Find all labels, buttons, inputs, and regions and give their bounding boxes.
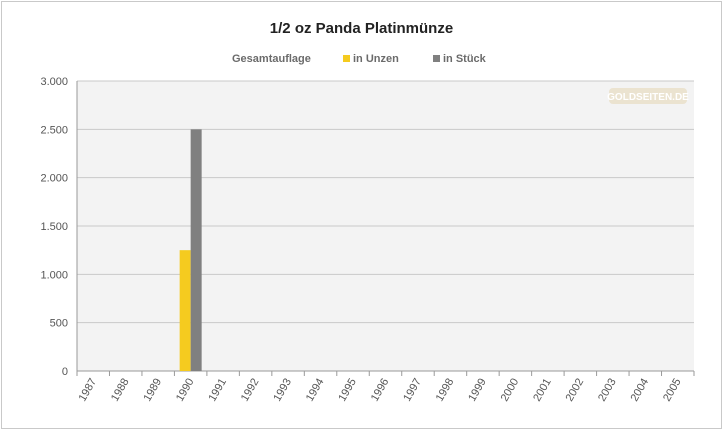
- x-tick-label: 2002: [564, 376, 587, 403]
- legend-swatch-unzen: [343, 54, 350, 62]
- legend-label-stueck: in Stück: [443, 53, 486, 65]
- legend-label-unzen: in Unzen: [353, 53, 399, 65]
- x-tick-label: 1987: [77, 376, 100, 403]
- x-tick-label: 1990: [174, 376, 197, 403]
- legend-swatch-stueck: [433, 54, 440, 62]
- x-tick-label: 2000: [499, 376, 522, 403]
- x-tick-label: 1988: [109, 376, 132, 403]
- bar-stueck-1990: [190, 129, 202, 371]
- x-tick-label: 1992: [239, 376, 262, 403]
- watermark-text: GOLDSEITEN.DE: [607, 92, 689, 103]
- x-tick-label: 1991: [206, 376, 229, 403]
- x-tick-label: 1989: [141, 376, 164, 403]
- x-tick-label: 1995: [336, 376, 359, 403]
- y-tick-label: 1.000: [40, 269, 68, 281]
- y-tick-label: 0: [62, 366, 68, 378]
- y-tick-label: 1.500: [40, 221, 68, 233]
- x-tick-label: 2005: [661, 376, 684, 403]
- x-tick-label: 2001: [531, 376, 554, 403]
- legend: Gesamtauflage in Unzen in Stück: [0, 53, 723, 67]
- y-tick-label: 2.000: [40, 173, 68, 185]
- x-tick-label: 1993: [271, 376, 294, 403]
- legend-item-unzen: in Unzen: [343, 53, 399, 65]
- x-tick-label: 2004: [629, 376, 652, 403]
- y-tick-label: 500: [50, 318, 68, 330]
- x-tick-label: 1999: [466, 376, 489, 403]
- watermark-logo: [609, 88, 687, 104]
- x-tick-label: 1998: [434, 376, 457, 403]
- chart-title: 1/2 oz Panda Platinmünze: [269, 20, 454, 37]
- x-tick-label: 1997: [401, 376, 424, 403]
- x-tick-label: 1996: [369, 376, 392, 403]
- legend-title: Gesamtauflage: [232, 53, 311, 65]
- bar-unzen-1990: [179, 250, 191, 371]
- x-tick-label: 1994: [304, 376, 327, 403]
- y-tick-label: 3.000: [40, 76, 68, 88]
- x-tick-label: 2003: [596, 376, 619, 403]
- legend-item-stueck: in Stück: [433, 53, 486, 65]
- y-tick-label: 2.500: [40, 124, 68, 136]
